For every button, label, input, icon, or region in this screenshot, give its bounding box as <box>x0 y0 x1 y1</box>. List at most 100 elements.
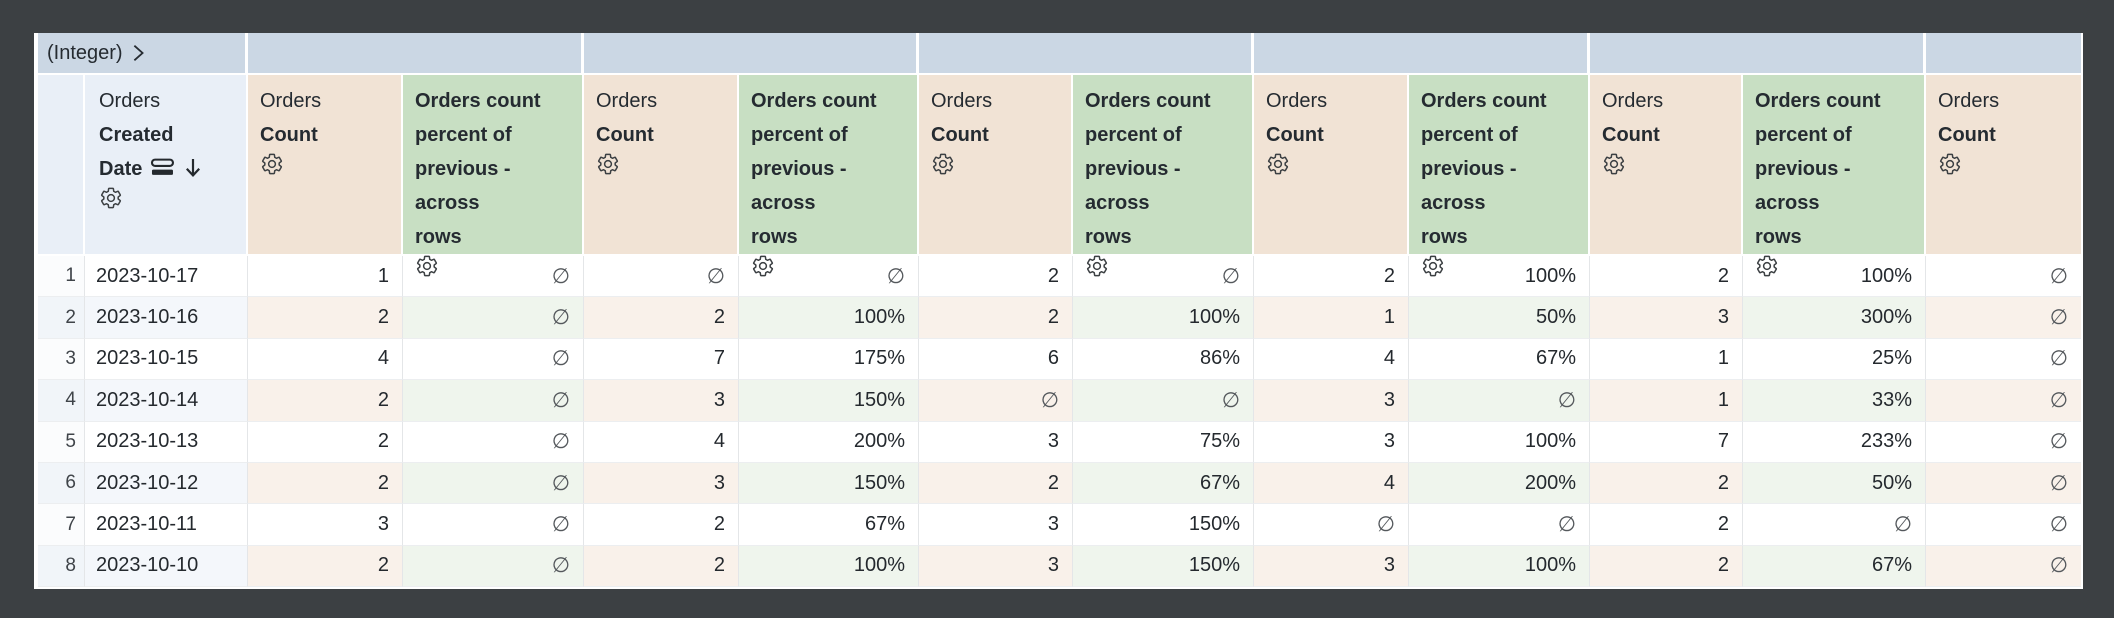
cell-orders-count-2[interactable]: 3 <box>584 380 739 422</box>
gear-icon[interactable] <box>596 152 703 176</box>
column-header-orders-count-3[interactable]: Orders Count <box>919 75 1073 254</box>
column-header-orders-count-pct-5[interactable]: Orders count percent of previous - across ro… <box>1743 75 1926 277</box>
cell-orders-count-pct-4[interactable]: 100% <box>1409 421 1590 463</box>
gear-icon[interactable] <box>1085 254 1218 278</box>
gear-icon[interactable] <box>415 254 548 278</box>
cell-orders-count-pct-2[interactable]: 150% <box>739 380 919 422</box>
cell-orders-count-3[interactable]: 3 <box>919 545 1073 588</box>
cell-orders-count-6[interactable]: ∅ <box>1926 421 2081 463</box>
cell-orders-count-6[interactable]: ∅ <box>1926 256 2081 298</box>
column-header-orders-count-2[interactable]: Orders Count <box>584 75 739 254</box>
gear-icon[interactable] <box>1755 254 1890 278</box>
column-header-orders-count-pct-2[interactable]: Orders count percent of previous - across ro… <box>739 75 919 277</box>
cell-orders-count-4[interactable]: ∅ <box>1254 504 1409 546</box>
cell-orders-count-pct-3[interactable]: 150% <box>1073 545 1254 588</box>
cell-orders-count-pct-1[interactable]: ∅ <box>403 545 584 588</box>
cell-orders-count-1[interactable]: 2 <box>248 545 403 588</box>
gear-icon[interactable] <box>1266 152 1373 176</box>
cell-orders-count-pct-4[interactable]: 50% <box>1409 297 1590 339</box>
cell-orders-count-4[interactable]: 3 <box>1254 545 1409 588</box>
cell-orders-count-2[interactable]: 2 <box>584 504 739 546</box>
cell-orders-count-1[interactable]: 2 <box>248 462 403 505</box>
cell-orders-created-date[interactable]: 2023-10-17 <box>85 256 248 298</box>
column-header-orders-count-pct-1[interactable]: Orders count percent of previous - across ro… <box>403 75 584 277</box>
cell-orders-count-pct-2[interactable]: 100% <box>739 545 919 588</box>
cell-orders-count-5[interactable]: 3 <box>1590 297 1743 339</box>
cell-orders-count-pct-1[interactable]: ∅ <box>403 256 584 298</box>
cell-orders-count-5[interactable]: 7 <box>1590 421 1743 463</box>
cell-orders-count-pct-1[interactable]: ∅ <box>403 504 584 546</box>
cell-orders-count-pct-1[interactable]: ∅ <box>403 380 584 422</box>
sort-desc-icon[interactable] <box>184 156 202 180</box>
cell-orders-count-pct-3[interactable]: ∅ <box>1073 256 1254 298</box>
cell-orders-count-pct-4[interactable]: 200% <box>1409 462 1590 505</box>
cell-orders-count-4[interactable]: 4 <box>1254 462 1409 505</box>
cell-orders-count-pct-3[interactable]: 67% <box>1073 462 1254 505</box>
cell-orders-count-1[interactable]: 1 <box>248 256 403 298</box>
cell-orders-count-pct-3[interactable]: 86% <box>1073 338 1254 381</box>
column-header-orders-count-1[interactable]: Orders Count <box>248 75 403 254</box>
cell-orders-count-pct-5[interactable]: 100% <box>1743 256 1926 298</box>
column-header-orders-count-pct-3[interactable]: Orders count percent of previous - across ro… <box>1073 75 1254 277</box>
cell-orders-count-pct-3[interactable]: 150% <box>1073 504 1254 546</box>
cell-orders-count-5[interactable]: 1 <box>1590 380 1743 422</box>
cell-orders-count-pct-3[interactable]: 75% <box>1073 421 1254 463</box>
cell-orders-count-5[interactable]: 2 <box>1590 462 1743 505</box>
cell-orders-created-date[interactable]: 2023-10-15 <box>85 338 248 381</box>
cell-orders-count-4[interactable]: 1 <box>1254 297 1409 339</box>
cell-orders-count-2[interactable]: 7 <box>584 338 739 381</box>
cell-orders-count-pct-3[interactable]: 100% <box>1073 297 1254 339</box>
cell-orders-count-pct-2[interactable]: 67% <box>739 504 919 546</box>
cell-orders-count-pct-4[interactable]: ∅ <box>1409 504 1590 546</box>
cell-orders-count-pct-5[interactable]: ∅ <box>1743 504 1926 546</box>
cell-orders-count-3[interactable]: 3 <box>919 504 1073 546</box>
gear-icon[interactable] <box>1602 152 1707 176</box>
cell-orders-created-date[interactable]: 2023-10-10 <box>85 545 248 588</box>
cell-orders-count-2[interactable]: 2 <box>584 545 739 588</box>
cell-orders-count-5[interactable]: 2 <box>1590 504 1743 546</box>
cell-orders-count-pct-5[interactable]: 50% <box>1743 462 1926 505</box>
cell-orders-count-5[interactable]: 1 <box>1590 338 1743 381</box>
cell-orders-count-6[interactable]: ∅ <box>1926 545 2081 588</box>
pivot-band-value-cell[interactable]: (Integer) <box>38 33 248 73</box>
cell-orders-count-2[interactable]: 4 <box>584 421 739 463</box>
cell-orders-created-date[interactable]: 2023-10-13 <box>85 421 248 463</box>
cell-orders-count-pct-1[interactable]: ∅ <box>403 462 584 505</box>
cell-orders-count-pct-2[interactable]: 150% <box>739 462 919 505</box>
cell-orders-created-date[interactable]: 2023-10-16 <box>85 297 248 339</box>
cell-orders-count-1[interactable]: 4 <box>248 338 403 381</box>
cell-orders-count-2[interactable]: 3 <box>584 462 739 505</box>
cell-orders-count-pct-4[interactable]: 100% <box>1409 545 1590 588</box>
cell-orders-count-pct-1[interactable]: ∅ <box>403 297 584 339</box>
column-header-orders-created-date[interactable]: Orders Created Date <box>85 75 248 254</box>
cell-orders-count-6[interactable]: ∅ <box>1926 338 2081 381</box>
cell-orders-count-pct-5[interactable]: 300% <box>1743 297 1926 339</box>
column-header-orders-count-4[interactable]: Orders Count <box>1254 75 1409 254</box>
cell-orders-count-2[interactable]: 2 <box>584 297 739 339</box>
cell-orders-count-pct-1[interactable]: ∅ <box>403 338 584 381</box>
cell-orders-count-3[interactable]: 2 <box>919 297 1073 339</box>
gear-icon[interactable] <box>99 186 212 210</box>
cell-orders-count-pct-5[interactable]: 233% <box>1743 421 1926 463</box>
cell-orders-count-pct-2[interactable]: 175% <box>739 338 919 381</box>
gear-icon[interactable] <box>931 152 1037 176</box>
cell-orders-count-pct-5[interactable]: 25% <box>1743 338 1926 381</box>
cell-orders-count-3[interactable]: 3 <box>919 421 1073 463</box>
cell-orders-count-1[interactable]: 2 <box>248 380 403 422</box>
cell-orders-count-pct-2[interactable]: 100% <box>739 297 919 339</box>
cell-orders-count-2[interactable]: ∅ <box>584 256 739 298</box>
cell-orders-created-date[interactable]: 2023-10-11 <box>85 504 248 546</box>
cell-orders-count-6[interactable]: ∅ <box>1926 297 2081 339</box>
cell-orders-count-1[interactable]: 2 <box>248 297 403 339</box>
gear-icon[interactable] <box>1938 152 2047 176</box>
gear-icon[interactable] <box>1421 254 1554 278</box>
cell-orders-count-1[interactable]: 3 <box>248 504 403 546</box>
cell-orders-count-6[interactable]: ∅ <box>1926 380 2081 422</box>
cell-orders-count-pct-2[interactable]: 200% <box>739 421 919 463</box>
cell-orders-count-3[interactable]: 6 <box>919 338 1073 381</box>
cell-orders-count-pct-4[interactable]: ∅ <box>1409 380 1590 422</box>
cell-orders-count-4[interactable]: 2 <box>1254 256 1409 298</box>
cell-orders-count-pct-5[interactable]: 33% <box>1743 380 1926 422</box>
cell-orders-count-pct-1[interactable]: ∅ <box>403 421 584 463</box>
cell-orders-count-pct-2[interactable]: ∅ <box>739 256 919 298</box>
